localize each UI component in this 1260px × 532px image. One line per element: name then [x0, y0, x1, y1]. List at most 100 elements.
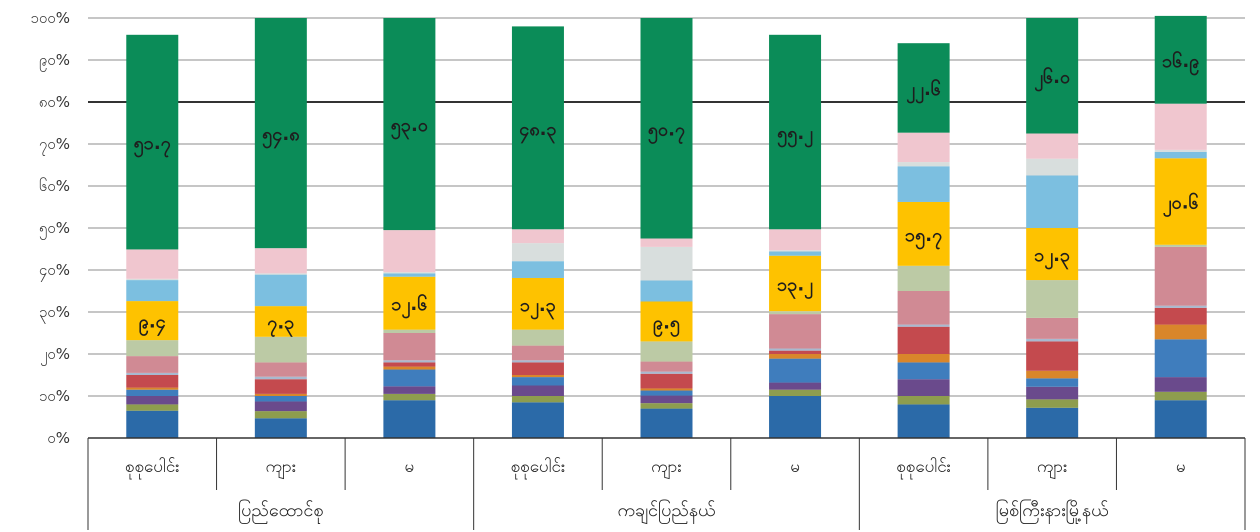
bar-segment [897, 379, 950, 396]
y-tick-label: ၁၀% [39, 387, 70, 405]
bar-segment [769, 229, 822, 251]
bar-segment [126, 340, 179, 357]
bar-segment [383, 400, 436, 438]
y-tick-label: ၁၀၀% [30, 9, 70, 27]
bar-segment [254, 401, 307, 412]
bar-segment [640, 280, 693, 302]
data-label: ၅၁.၇ [134, 133, 171, 158]
y-tick-label: ၂၀% [40, 345, 70, 366]
bar-segment [126, 278, 179, 281]
y-tick-label: ၇၀% [39, 135, 70, 156]
y-tick-label: ၃၀% [39, 303, 70, 324]
bar-segment [769, 358, 822, 383]
bar-segment [254, 306, 307, 337]
bar-segment [769, 348, 822, 351]
data-label: ၅၅.၂ [777, 123, 813, 148]
group-label: မြစ်ကြီးနားမြို့နယ် [996, 499, 1109, 524]
category-label: ကျား [266, 457, 297, 480]
bar-segment [1026, 378, 1079, 387]
bar-segment [511, 402, 564, 438]
bar-segment [897, 326, 950, 354]
bar-segment [897, 132, 950, 163]
bar-segment [1154, 149, 1207, 152]
data-label: ၉.၄ [139, 312, 166, 337]
category-label: ကျား [1037, 457, 1068, 480]
data-label: ၁၂.၃ [520, 295, 556, 320]
bar-segment [640, 390, 693, 396]
bar-segment [640, 238, 693, 247]
bar-segment [897, 396, 950, 405]
bar-segment [254, 362, 307, 377]
bar-segment [1154, 324, 1207, 340]
bar-segment [1154, 339, 1207, 378]
data-label: ၅၀.၇ [648, 119, 685, 144]
bar-segment [769, 251, 822, 256]
bar-segment [254, 273, 307, 275]
bar-segment [254, 336, 307, 363]
bar-segment [897, 43, 950, 133]
bar-segment [640, 403, 693, 409]
bar-segment [640, 341, 693, 362]
bar-segment [511, 243, 564, 262]
bar-segment [897, 201, 950, 266]
bar-segment [511, 277, 564, 330]
bar-segment [254, 411, 307, 419]
bar-segment [1026, 175, 1079, 228]
bar-segment [126, 280, 179, 302]
bar-segment [511, 375, 564, 378]
data-label: ၉.၅ [653, 312, 680, 337]
bar-segment [1026, 407, 1079, 438]
bar-segment [1026, 280, 1079, 318]
bar-segment [126, 410, 179, 438]
data-label: ၂၀.၆ [1163, 192, 1199, 218]
bar-segment [897, 166, 950, 202]
bar-segment [383, 386, 436, 394]
bar-segment [511, 229, 564, 244]
category-label: မ [790, 457, 800, 477]
bar-segment [769, 396, 822, 438]
bar-segment [383, 369, 436, 387]
y-tick-label: ၀% [47, 429, 70, 447]
bar-segment [254, 376, 307, 380]
bar-segment [383, 273, 436, 277]
group-label: ကချင်ပြည်နယ် [617, 499, 715, 524]
data-label: ၁၂.၃ [1034, 245, 1070, 270]
bar-segment [897, 362, 950, 380]
bar-segment [254, 379, 307, 394]
data-label: ၄၈.၃ [519, 119, 556, 144]
y-tick-label: ၄၀% [39, 261, 70, 282]
category-label: ကျား [651, 457, 682, 480]
bar-segment [126, 387, 179, 390]
bar-segment [383, 366, 436, 370]
bar-segment [640, 395, 693, 404]
bar-segment [1154, 377, 1207, 392]
bar-segment [126, 249, 179, 279]
bar-segment [1154, 246, 1207, 306]
bar-segment [254, 393, 307, 396]
category-label: စုစုပေါင်း [125, 456, 180, 480]
bar-segment [640, 361, 693, 372]
bar-segment [640, 371, 693, 374]
bar-segment [769, 34, 822, 230]
data-label: ၁၅.၇ [905, 225, 942, 250]
bar-segment [769, 255, 822, 312]
bar-segment [383, 360, 436, 363]
data-label: ၁၂.၆ [391, 293, 427, 319]
bar-segment [126, 301, 179, 341]
bar-segment [640, 18, 693, 239]
bar-segment [1154, 244, 1207, 247]
bar-segment [640, 373, 693, 389]
bar-segment [640, 408, 693, 438]
bar-segment [383, 18, 436, 231]
bar-segment [1026, 386, 1079, 400]
bar-segment [769, 354, 822, 359]
bar-segment [126, 372, 179, 375]
bar-segment [1026, 341, 1079, 371]
data-label: ၁၆.၉ [1162, 50, 1199, 76]
bar-segment [1026, 158, 1079, 176]
bar-segment [1154, 305, 1207, 308]
bar-segment [126, 375, 179, 388]
y-tick-label: ၈၀% [39, 93, 70, 111]
bar-segment [897, 162, 950, 167]
